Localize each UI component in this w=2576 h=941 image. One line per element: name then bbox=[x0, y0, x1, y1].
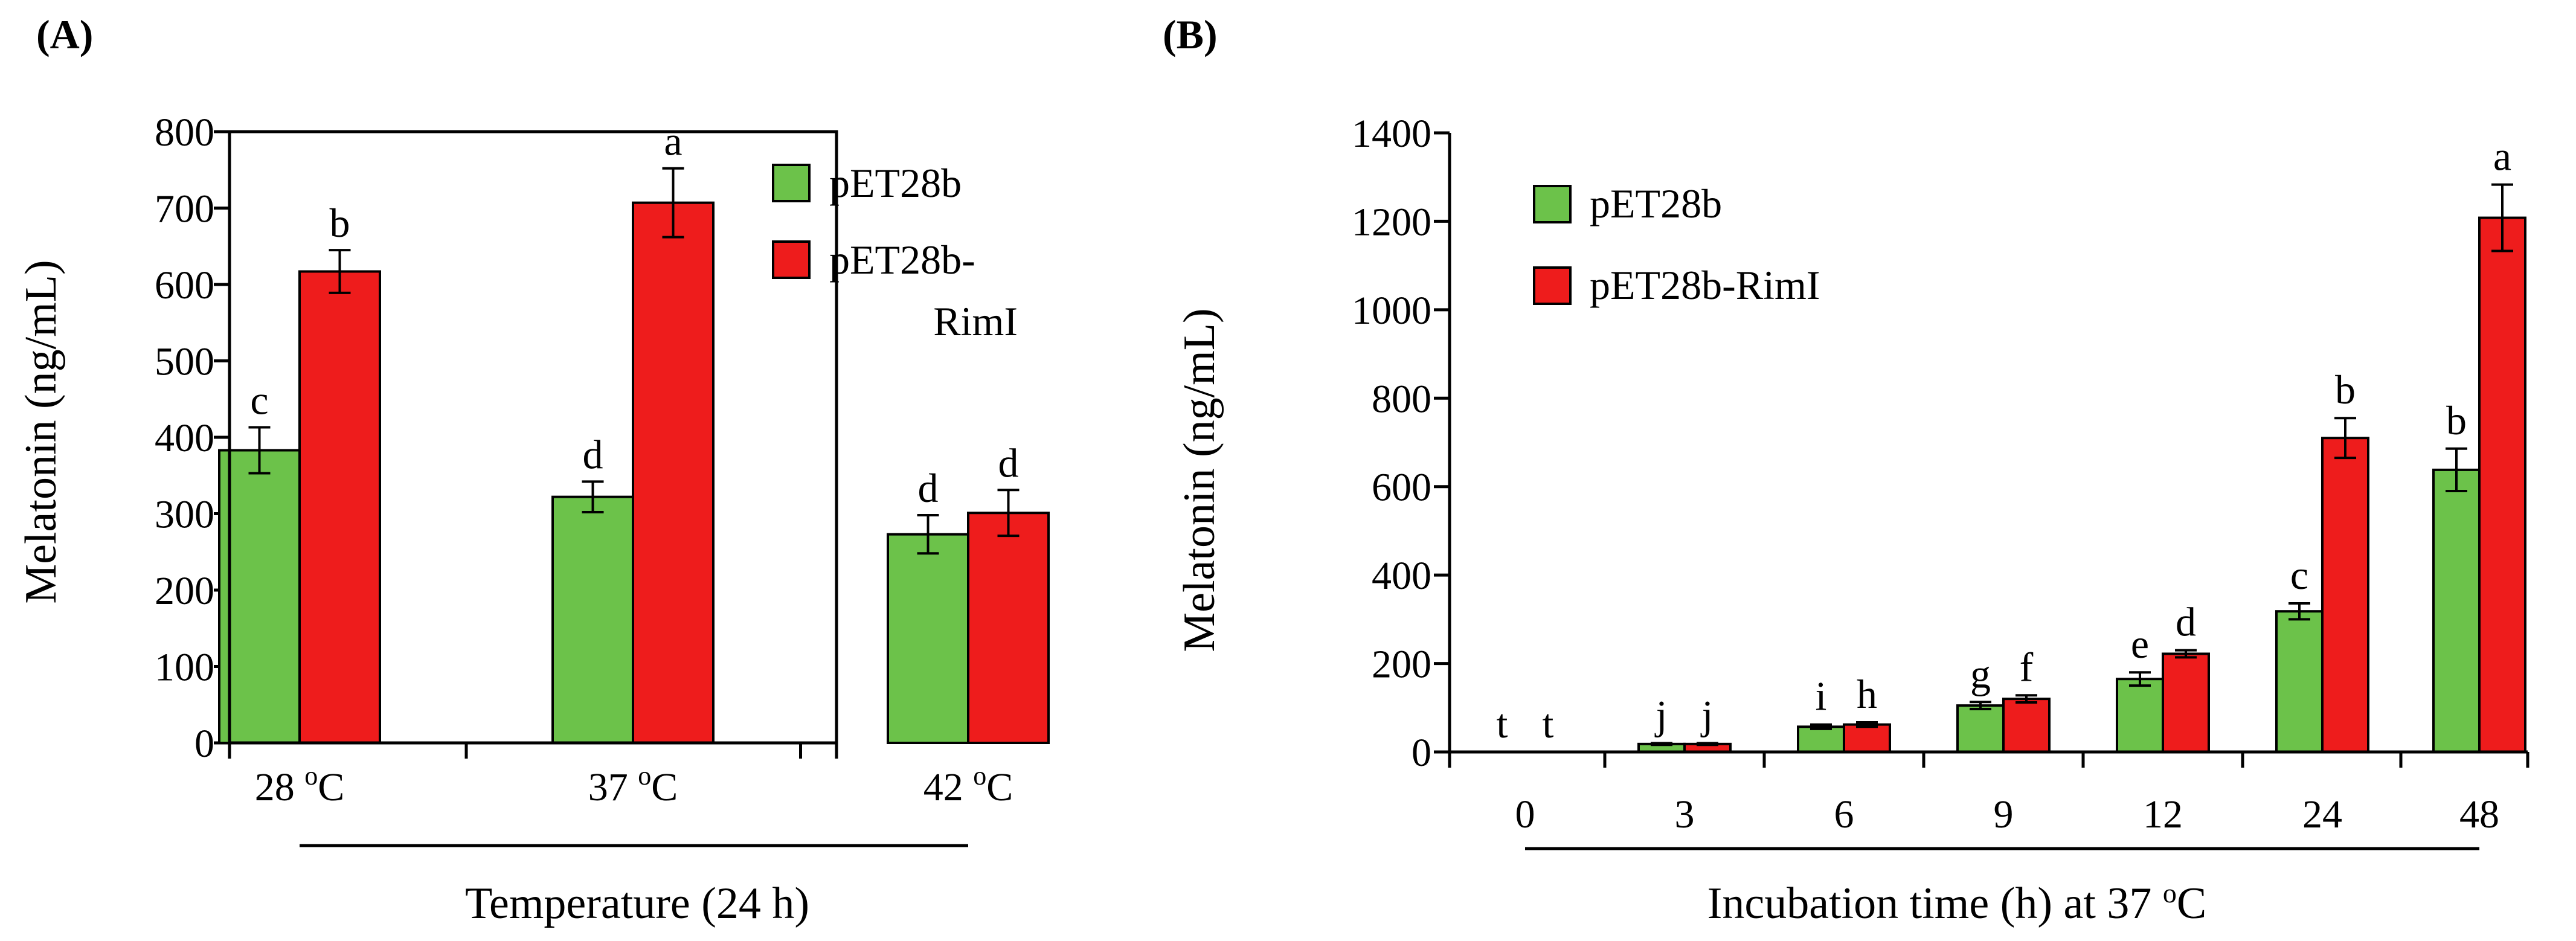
panel-a-legend: pET28b pET28b- RimI bbox=[772, 160, 1018, 344]
significance-letter: a bbox=[2493, 133, 2511, 179]
legend-label-pet28b-rimi-line1: pET28b- bbox=[829, 237, 975, 283]
x-tick-label: 42 oC bbox=[923, 761, 1013, 809]
panel-b-x-axis-title-sup: o bbox=[2163, 878, 2177, 908]
significance-letter: a bbox=[664, 118, 682, 164]
significance-letter: c bbox=[2290, 552, 2308, 598]
bar bbox=[551, 495, 634, 744]
y-tick-label: 700 bbox=[155, 187, 214, 231]
legend-swatch-pet28b-rimi bbox=[1533, 266, 1572, 305]
panel-b: (B) Melatonin (ng/mL) Incubation time (h… bbox=[1163, 11, 2529, 928]
y-tick-label: 200 bbox=[155, 569, 214, 613]
y-tick-label: 300 bbox=[155, 493, 214, 537]
significance-letter: d bbox=[998, 440, 1019, 486]
x-tick-label: 3 bbox=[1675, 792, 1695, 837]
legend-label-pet28b: pET28b bbox=[829, 160, 962, 206]
bar bbox=[1956, 704, 2005, 753]
significance-letter: d bbox=[2176, 599, 2196, 645]
x-tick-label: 6 bbox=[1834, 792, 1854, 837]
bar bbox=[2275, 610, 2324, 754]
bar bbox=[218, 449, 301, 744]
x-tick-label: 0 bbox=[1515, 792, 1535, 837]
panel-a: (A) Melatonin (ng/mL) Temperature (24 h)… bbox=[16, 11, 1050, 928]
bar bbox=[2321, 437, 2369, 753]
legend-label-pet28b: pET28b bbox=[1590, 181, 1722, 226]
bar bbox=[2116, 678, 2164, 753]
panel-b-x-axis-title-unit: C bbox=[2177, 879, 2206, 928]
y-tick-label: 100 bbox=[155, 646, 214, 690]
significance-letter: e bbox=[2131, 621, 2149, 667]
x-tick-label: 12 bbox=[2143, 792, 2183, 837]
y-tick-label: 0 bbox=[194, 722, 214, 766]
x-tick-label: 48 bbox=[2459, 792, 2499, 837]
bar bbox=[2162, 652, 2210, 753]
bar bbox=[1797, 725, 1845, 753]
panel-a-label: (A) bbox=[36, 11, 93, 57]
significance-letter: t bbox=[1497, 701, 1508, 747]
y-tick-label: 1400 bbox=[1352, 112, 1431, 156]
legend-label-pet28b-rimi: pET28b-RimI bbox=[1590, 262, 1820, 308]
bar bbox=[298, 270, 381, 744]
panel-b-legend: pET28b pET28b-RimI bbox=[1533, 181, 1820, 308]
significance-letter: t bbox=[1543, 701, 1554, 747]
x-tick-label: 37 oC bbox=[588, 761, 678, 809]
y-tick-label: 600 bbox=[155, 263, 214, 307]
significance-letter: h bbox=[1857, 671, 1877, 717]
significance-letter: i bbox=[1816, 673, 1827, 719]
bar bbox=[632, 201, 715, 744]
x-tick-label: 24 bbox=[2302, 792, 2342, 837]
significance-letter: b bbox=[2335, 367, 2356, 413]
panel-a-plot-frame bbox=[228, 130, 838, 745]
bar bbox=[1843, 723, 1891, 754]
y-tick-label: 800 bbox=[1372, 377, 1431, 421]
significance-letter: b bbox=[330, 200, 350, 246]
significance-letter: j bbox=[1655, 692, 1668, 737]
significance-letter: d bbox=[918, 465, 939, 511]
y-tick-label: 400 bbox=[155, 416, 214, 460]
legend-swatch-pet28b-rimi bbox=[772, 240, 811, 279]
x-tick-label: 28 oC bbox=[255, 761, 345, 809]
legend-swatch-pet28b bbox=[1533, 185, 1572, 223]
legend-label-pet28b-rimi-line2: RimI bbox=[933, 298, 1018, 344]
panel-b-x-axis-title: Incubation time (h) at 37 oC bbox=[1707, 878, 2207, 928]
y-tick-label: 800 bbox=[155, 111, 214, 155]
panel-b-x-axis-title-text: Incubation time (h) at 37 bbox=[1707, 879, 2163, 928]
y-tick-label: 0 bbox=[1412, 731, 1431, 775]
significance-letter: g bbox=[1970, 650, 1991, 696]
significance-letter: j bbox=[1701, 692, 1714, 737]
legend-swatch-pet28b bbox=[772, 164, 811, 202]
panel-a-y-axis-title: Melatonin (ng/mL) bbox=[16, 260, 66, 603]
bar bbox=[967, 512, 1050, 744]
y-tick-label: 600 bbox=[1372, 466, 1431, 510]
significance-letter: c bbox=[250, 377, 268, 423]
significance-letter: f bbox=[2020, 644, 2034, 690]
y-tick-label: 200 bbox=[1372, 643, 1431, 687]
bar bbox=[2432, 468, 2481, 754]
significance-letter: b bbox=[2446, 397, 2467, 443]
panel-b-label: (B) bbox=[1163, 11, 1218, 57]
bar bbox=[2478, 216, 2526, 754]
bar bbox=[2002, 698, 2051, 753]
significance-letter: d bbox=[583, 431, 603, 477]
bar bbox=[887, 533, 969, 745]
y-tick-label: 500 bbox=[155, 340, 214, 384]
y-tick-label: 400 bbox=[1372, 554, 1431, 598]
x-tick-label: 9 bbox=[1994, 792, 2014, 837]
panel-a-x-axis-title: Temperature (24 h) bbox=[465, 879, 809, 928]
panel-b-y-axis-title: Melatonin (ng/mL) bbox=[1175, 308, 1224, 652]
y-tick-label: 1000 bbox=[1352, 289, 1431, 333]
y-tick-label: 1200 bbox=[1352, 200, 1431, 244]
